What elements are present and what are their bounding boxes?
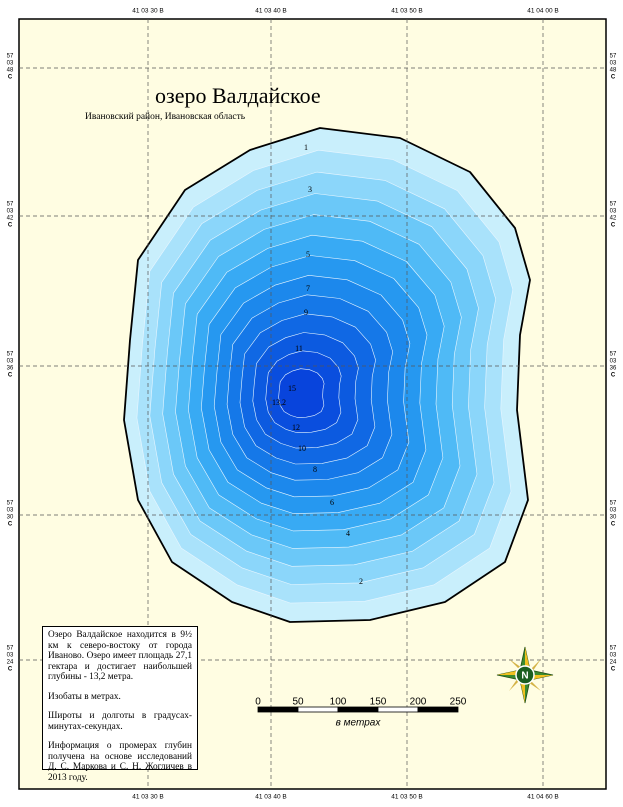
scale-label: 50 xyxy=(292,697,304,708)
scale-label: 200 xyxy=(410,697,427,708)
grid-label: 41 03 40 В xyxy=(255,8,286,15)
depth-label: 15 xyxy=(288,384,296,393)
grid-label: С xyxy=(8,522,13,528)
grid-label: 57 xyxy=(7,501,14,507)
grid-label: 48 xyxy=(7,68,14,74)
scale-label: 0 xyxy=(255,697,261,708)
grid-label: 41 04 00 В xyxy=(527,8,558,15)
grid-label: 03 xyxy=(7,653,14,659)
scale-segment xyxy=(377,706,419,713)
grid-label: 03 xyxy=(610,653,617,659)
grid-label: 24 xyxy=(7,660,14,666)
grid-label: 42 xyxy=(610,216,617,222)
grid-label: 03 xyxy=(610,61,617,67)
scale-segment xyxy=(257,706,299,713)
grid-label: С xyxy=(611,223,616,229)
depth-label: 12 xyxy=(292,423,300,432)
grid-label: 41 03 40 В xyxy=(255,794,286,801)
info-text: Озеро Валдайское находится в 9½ км к сев… xyxy=(48,630,192,682)
grid-label: С xyxy=(611,667,616,673)
grid: 41 03 30 В 41 03 30 В 41 03 40 В 41 03 40 В… xyxy=(7,8,617,801)
grid-label: 36 xyxy=(7,366,14,372)
grid-label: 57 xyxy=(610,646,617,652)
grid-label: 03 xyxy=(7,508,14,514)
grid-label: С xyxy=(8,75,13,81)
grid-label: 57 xyxy=(610,202,617,208)
grid-label: 03 xyxy=(7,209,14,215)
grid-label: С xyxy=(611,522,616,528)
depth-label: 7 xyxy=(306,284,310,293)
depth-label: 2 xyxy=(359,577,363,586)
grid-label: 41 04 60 В xyxy=(527,794,558,801)
grid-label: 03 xyxy=(7,359,14,365)
depth-label: 3 xyxy=(308,185,312,194)
scale-unit: в метрах xyxy=(336,718,382,729)
grid-label: 57 xyxy=(7,202,14,208)
compass-label: N xyxy=(521,671,528,682)
grid-label: 48 xyxy=(610,68,617,74)
grid-label: 41 03 50 В xyxy=(391,794,422,801)
scale-segment xyxy=(297,706,339,713)
map-subtitle: Ивановский район, Ивановская область xyxy=(85,111,246,122)
grid-label: 41 03 50 В xyxy=(391,8,422,15)
grid-label: 57 xyxy=(610,501,617,507)
grid-label: 57 xyxy=(7,54,14,60)
info-text: Информация о промерах глубин получена на… xyxy=(48,741,192,783)
compass: N xyxy=(496,646,554,704)
grid-label: 03 xyxy=(7,61,14,67)
grid-label: 41 03 30 В xyxy=(132,8,163,15)
grid-label: 03 xyxy=(610,209,617,215)
grid-label: С xyxy=(611,75,616,81)
grid-label: 41 03 30 В xyxy=(132,794,163,801)
info-box: Озеро Валдайское находится в 9½ км к сев… xyxy=(42,626,198,783)
grid-label: 57 xyxy=(610,54,617,60)
depth-label: 9 xyxy=(304,308,308,317)
compass-center xyxy=(515,665,535,685)
depth-label: 13,2 xyxy=(272,398,286,407)
depth-label: 10 xyxy=(298,444,306,453)
depth-label: 4 xyxy=(346,529,350,538)
grid-label: 36 xyxy=(610,366,617,372)
grid-label: 24 xyxy=(610,660,617,666)
grid-label: С xyxy=(8,667,13,673)
depth-label: 5 xyxy=(306,250,310,259)
grid-label: 57 xyxy=(7,646,14,652)
grid-label: 03 xyxy=(610,508,617,514)
grid-label: 42 xyxy=(7,216,14,222)
depth-label: 1 xyxy=(304,143,308,152)
grid-label: 57 xyxy=(7,352,14,358)
info-text: Широты и долготы в градусах-минутах-секу… xyxy=(48,711,192,732)
scale-segment xyxy=(417,706,459,713)
map-title: озеро Валдайское xyxy=(155,83,321,108)
scale-label: 150 xyxy=(370,697,387,708)
grid-label: 30 xyxy=(7,515,14,521)
grid-label: 30 xyxy=(610,515,617,521)
grid-label: 03 xyxy=(610,359,617,365)
depth-label: 6 xyxy=(330,498,334,507)
scale-segment xyxy=(337,706,379,713)
grid-label: 57 xyxy=(610,352,617,358)
grid-label: С xyxy=(611,373,616,379)
grid-label: С xyxy=(8,223,13,229)
depth-label: 11 xyxy=(295,344,303,353)
compass-rose xyxy=(497,647,553,703)
grid-label: С xyxy=(8,373,13,379)
depth-label: 8 xyxy=(313,465,317,474)
info-text: Изобаты в метрах. xyxy=(48,691,121,702)
isobath xyxy=(278,368,325,418)
scale-label: 100 xyxy=(330,697,347,708)
scale-label: 250 xyxy=(450,697,467,708)
